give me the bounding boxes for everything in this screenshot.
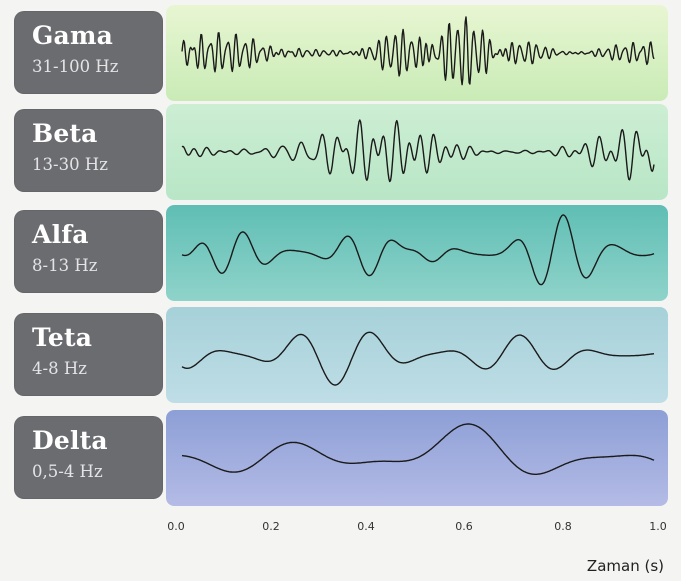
tick-label: 1.0: [649, 520, 667, 533]
band-range: 4-8 Hz: [32, 359, 87, 378]
band-label-delta: Delta 0,5-4 Hz: [14, 416, 163, 499]
band-range: 31-100 Hz: [32, 57, 119, 76]
band-name: Delta: [32, 426, 108, 455]
band-label-beta: Beta 13-30 Hz: [14, 109, 163, 192]
band-range: 8-13 Hz: [32, 256, 98, 275]
wave-panel-gamma: [166, 5, 668, 101]
wave-panel-beta: [166, 104, 668, 200]
band-label-alpha: Alfa 8-13 Hz: [14, 210, 163, 293]
gamma-wave: [166, 5, 668, 101]
band-name: Gama: [32, 21, 114, 50]
band-name: Teta: [32, 323, 93, 352]
time-axis: 0.0 0.2 0.4 0.6 0.8 1.0 Zaman (s): [167, 520, 667, 575]
tick-label: 0.0: [167, 520, 185, 533]
band-range: 13-30 Hz: [32, 155, 108, 174]
tick-label: 0.2: [262, 520, 280, 533]
panel-background: [166, 205, 668, 301]
waveform-line: [181, 331, 655, 386]
waveform-line: [181, 214, 655, 286]
band-label-gamma: Gama 31-100 Hz: [14, 11, 163, 94]
band-label-theta: Teta 4-8 Hz: [14, 313, 163, 396]
band-range: 0,5-4 Hz: [32, 462, 103, 481]
band-name: Beta: [32, 119, 98, 148]
tick-label: 0.6: [455, 520, 473, 533]
wave-panel-delta: [166, 410, 668, 506]
panel-background: [166, 307, 668, 403]
beta-wave: [166, 104, 668, 200]
tick-label: 0.8: [554, 520, 572, 533]
tick-label: 0.4: [357, 520, 375, 533]
waveform-line: [181, 16, 655, 86]
band-name: Alfa: [32, 220, 89, 249]
wave-panel-alpha: [166, 205, 668, 301]
delta-wave: [166, 410, 668, 506]
waveform-line: [181, 423, 655, 475]
x-axis-label: Zaman (s): [587, 557, 664, 575]
wave-panel-theta: [166, 307, 668, 403]
alpha-wave: [166, 205, 668, 301]
waveform-line: [181, 119, 655, 183]
panel-background: [166, 5, 668, 101]
theta-wave: [166, 307, 668, 403]
